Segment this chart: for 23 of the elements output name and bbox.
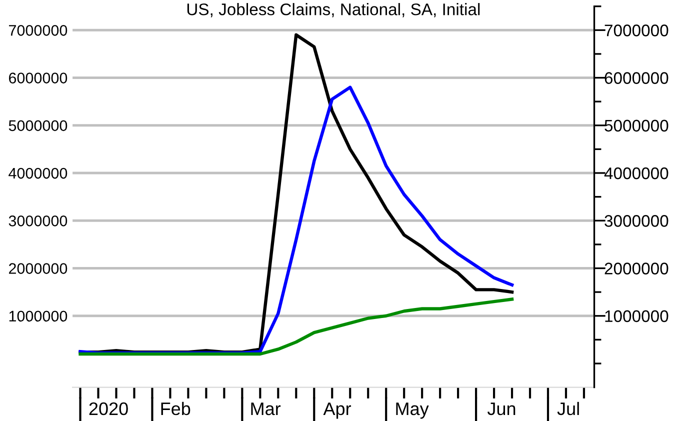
chart-title: US, Jobless Claims, National, SA, Initial	[187, 3, 480, 18]
x-tick-label: Apr	[323, 402, 352, 419]
x-tick-label: Jun	[487, 402, 516, 416]
y2-tick-label: 7000000	[604, 24, 668, 36]
y-tick-label: 3000000	[8, 216, 68, 226]
y-tick-label: 2000000	[8, 263, 68, 274]
x-tick-label: May	[396, 402, 429, 419]
x-tick-label: Mar	[251, 402, 281, 416]
line-series	[78, 298, 514, 356]
y2-tick-label: 3000000	[604, 215, 668, 227]
y2-tick-label: 1000000	[605, 310, 668, 322]
y2-tick-label: 5000000	[604, 120, 668, 132]
x-tick-label: Jul	[557, 402, 579, 416]
y-tick-label: 1000000	[9, 310, 68, 322]
y-tick-label: 7000000	[9, 24, 68, 36]
y2-tick-label: 2000000	[604, 262, 668, 274]
y2-tick-label: 6000000	[604, 72, 668, 84]
y-tick-label: 6000000	[9, 72, 68, 84]
y-tick-label: 5000000	[8, 120, 68, 132]
x-tick-label: 2020	[89, 402, 128, 416]
y-tick-label: 4000000	[8, 168, 68, 179]
x-tick-label: Feb	[161, 402, 190, 416]
y2-tick-label: 4000000	[604, 167, 668, 180]
